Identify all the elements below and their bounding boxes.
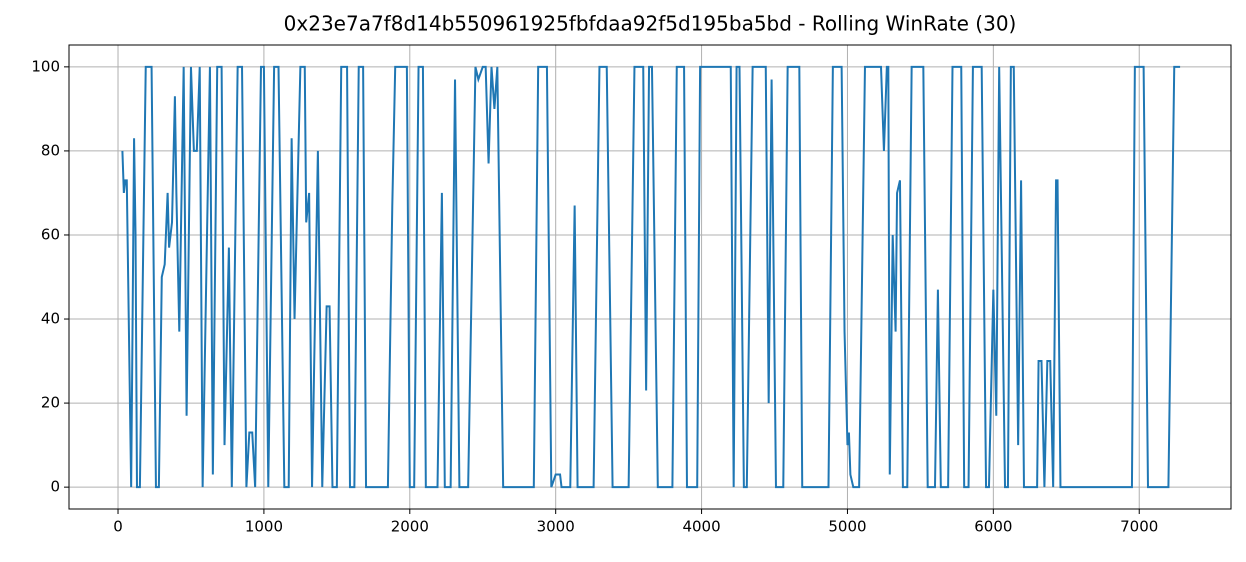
y-tick-label: 60	[41, 225, 60, 243]
plot-frame	[68, 44, 1232, 510]
x-tick-label: 6000	[974, 518, 1012, 536]
x-tick-label: 0	[113, 518, 123, 536]
x-tick-label: 7000	[1120, 518, 1158, 536]
y-tick-label: 0	[50, 478, 60, 496]
y-tick-label: 40	[41, 310, 60, 328]
y-tick-label: 20	[41, 394, 60, 412]
y-tick-label: 100	[31, 57, 60, 75]
x-tick-label: 4000	[682, 518, 720, 536]
x-tick-label: 3000	[537, 518, 575, 536]
x-tick-label: 1000	[245, 518, 283, 536]
data-line	[121, 65, 1181, 489]
chart-title: 0x23e7a7f8d14b550961925fbfdaa92f5d195ba5…	[284, 12, 1017, 36]
x-tick-label: 5000	[828, 518, 866, 536]
x-tick-label: 2000	[391, 518, 429, 536]
y-tick-label: 80	[41, 141, 60, 159]
